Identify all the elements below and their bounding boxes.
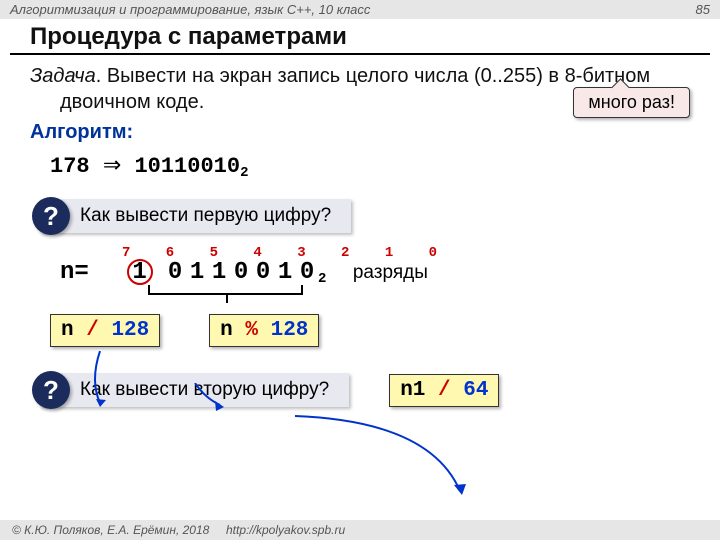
connector-n1 [290,411,490,501]
question-1-text: Как вывести первую цифру? [40,199,351,233]
bit-prefix: n= [60,259,89,286]
question-1: ? Как вывести первую цифру? [40,199,351,233]
example-base: 2 [240,165,248,181]
example-decimal: 178 [50,154,90,179]
bit-7: 1 [127,259,153,285]
footer-url: http://kpolyakov.spb.ru [226,523,345,537]
copyright: © К.Ю. Поляков, Е.А. Ерёмин, 2018 [12,523,209,537]
bit-2: 0 [252,259,274,286]
question-2-text: Как вывести вторую цифру? [40,373,349,407]
header-strip: Алгоритмизация и программирование, язык … [0,0,720,19]
question-mark-icon: ? [32,371,70,409]
bit-0: 0 [296,259,318,286]
question-2: ? Как вывести вторую цифру? [40,373,349,407]
bit-base: 2 [318,271,326,287]
bit-indices: 7 6 5 4 3 2 1 0 [122,245,451,261]
bit-1: 1 [274,259,296,286]
bracket-rest [148,285,303,295]
example-binary: 10110010 [134,154,240,179]
code-n-mod-128: n % 128 [209,314,319,347]
razryady-label: разряды [353,262,428,283]
bit-row: n= 1 01100102 разряды [60,259,690,286]
code-n1-div-64: n1 / 64 [389,374,499,407]
bit-decomposition: 7 6 5 4 3 2 1 0 n= 1 01100102 разряды [60,259,690,286]
bit-4: 1 [208,259,230,286]
task-label: Задача [30,65,96,87]
course-name: Алгоритмизация и программирование, язык … [10,2,370,17]
bit-5: 1 [186,259,208,286]
task-body: . Вывести на экран запись целого числа (… [60,65,650,113]
algorithm-label: Алгоритм: [30,121,690,144]
question-mark-icon: ? [32,197,70,235]
code-n-div-128: n / 128 [50,314,160,347]
page-title: Процедура с параметрами [10,19,710,55]
bit-3: 0 [230,259,252,286]
page-number: 85 [696,2,710,17]
arrow-icon: ⇒ [103,152,121,177]
callout-many-times: много раз! [573,87,690,118]
footer: © К.Ю. Поляков, Е.А. Ерёмин, 2018 http:/… [0,520,720,540]
example-conversion: 178 ⇒ 101100102 [50,152,690,179]
bit-6: 0 [164,259,186,286]
